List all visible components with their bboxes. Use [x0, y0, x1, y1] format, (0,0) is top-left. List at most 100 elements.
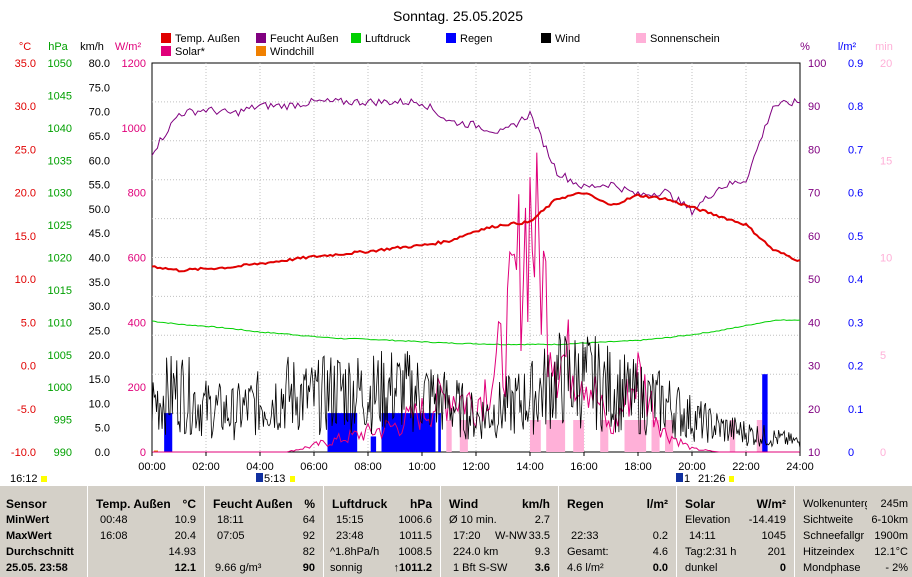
- solar-max-time: 14:11: [689, 530, 716, 542]
- tick-label-hum: 20: [808, 404, 820, 416]
- axes: 35.0 30.0 25.0 20.0 15.0 10.0 5.0 0.0 -5.0 -10.0 1…: [11, 58, 892, 459]
- rain-day-label: 4.6 l/m²: [567, 562, 604, 574]
- x-tick-label: 16:00: [570, 461, 598, 473]
- tick-label-hum: 10: [808, 447, 820, 459]
- tick-label-solar: 1000: [122, 123, 146, 135]
- temp-current-value: 12.1: [174, 562, 196, 574]
- tick-label-press: 1000: [48, 382, 72, 394]
- legend-label-temp: Temp. Außen: [175, 33, 240, 45]
- solar-avg-value: 201: [767, 546, 786, 558]
- tick-label-sun: 15: [880, 155, 892, 167]
- tick-label-press: 1050: [48, 58, 72, 70]
- wind-run-label: 224.0 km: [453, 546, 499, 558]
- press-header: Luftdruck: [332, 497, 388, 511]
- sunrise-icon: [256, 473, 263, 482]
- tick-label-wind: 60.0: [89, 155, 110, 167]
- legend-swatch-press: [351, 33, 361, 43]
- unit-temp: °C: [19, 41, 31, 53]
- rain-total-value: 4.6: [652, 546, 668, 558]
- tick-label-press: 1035: [48, 155, 72, 167]
- hum-min-time: 18:11: [217, 514, 244, 526]
- tick-label-press: 1010: [48, 317, 72, 329]
- unit-wind: km/h: [80, 41, 104, 53]
- temp-max-value: 20.4: [174, 530, 196, 542]
- cloudbase-value: 245m: [880, 498, 908, 510]
- sunshine-bar: [446, 420, 452, 452]
- col-solar: Solar W/m² Elevation -14.419 14:11 1045 …: [677, 486, 795, 577]
- temp-header: Temp. Außen: [96, 497, 171, 511]
- col-pressure: Luftdruck hPa 15:15 1006.6 23:48 1011.5 …: [324, 486, 441, 577]
- rain-unit: l/m²: [646, 497, 668, 511]
- plot-area: [151, 97, 801, 453]
- tick-label-temp: 30.0: [15, 101, 36, 113]
- col-extra: Wolkenuntergrenze 245m Sichtweite 6-10km…: [795, 486, 912, 577]
- tick-label-rain: 0.7: [848, 144, 863, 156]
- tick-label-wind: 55.0: [89, 180, 110, 192]
- press-current-value: ↑1011.2: [393, 562, 432, 574]
- temp-min-time: 00:48: [100, 514, 128, 526]
- heatindex-value: 12.1°C: [874, 546, 908, 558]
- tick-label-wind: 30.0: [89, 301, 110, 313]
- tick-label-solar: 0: [140, 447, 146, 459]
- hum-avg-value: 82: [302, 546, 315, 558]
- sunshine-bar: [624, 420, 647, 452]
- moon-icon: [676, 473, 683, 482]
- sunshine-bar: [459, 420, 468, 452]
- tick-label-solar: 1200: [122, 58, 146, 70]
- legend-swatch-windchill: [256, 46, 266, 56]
- tick-label-hum: 70: [808, 188, 820, 200]
- tick-label-press: 990: [54, 447, 72, 459]
- x-tick-label: 24:00: [786, 461, 814, 473]
- tick-label-wind: 25.0: [89, 325, 110, 337]
- col-sensor: Sensor MinWert MaxWert Durchschnitt 25.0…: [0, 486, 88, 577]
- legend-swatch-temp: [161, 33, 171, 43]
- x-tick-label: 08:00: [354, 461, 382, 473]
- humidity-line: [151, 97, 801, 217]
- tick-label-wind: 80.0: [89, 58, 110, 70]
- wind-unit: km/h: [521, 497, 550, 511]
- legend: Temp. Außen Feucht Außen Luftdruck Regen…: [161, 33, 720, 58]
- tick-label-temp: 15.0: [15, 231, 36, 243]
- hum-max-time: 07:05: [217, 530, 245, 542]
- sunshine-bar: [651, 420, 660, 452]
- tick-label-press: 995: [54, 415, 72, 427]
- hum-abs-label: 9.66 g/m³: [215, 562, 262, 574]
- visibility-value: 6-10km: [871, 514, 908, 526]
- legend-label-windchill: Windchill: [270, 46, 314, 58]
- legend-swatch-hum: [256, 33, 266, 43]
- solar-state-label: dunkel: [685, 562, 718, 574]
- press-min-time: 15:15: [336, 514, 364, 526]
- axis-units: °C hPa km/h W/m² % l/m² min: [19, 41, 893, 53]
- tick-label-rain: 0.5: [848, 231, 863, 243]
- temp-min-value: 10.9: [174, 514, 196, 526]
- pressure-line: [151, 319, 801, 346]
- tick-label-wind: 75.0: [89, 82, 110, 94]
- tick-label-sun: 0: [880, 447, 886, 459]
- sunshine-bar: [729, 420, 736, 452]
- hum-min-value: 64: [302, 514, 315, 526]
- col-wind: Wind km/h Ø 10 min. 2.7 17:20 W-NW 33.5 …: [441, 486, 559, 577]
- tick-label-rain: 0.4: [848, 274, 863, 286]
- solar-elevation-value: -14.419: [748, 514, 786, 526]
- tick-label-wind: 20.0: [89, 350, 110, 362]
- tick-label-hum: 100: [808, 58, 826, 70]
- stats-panel: Sensor MinWert MaxWert Durchschnitt 25.0…: [0, 486, 912, 577]
- tick-label-press: 1005: [48, 350, 72, 362]
- tick-label-hum: 40: [808, 317, 820, 329]
- unit-rain: l/m²: [838, 41, 857, 53]
- legend-swatch-wind: [541, 33, 551, 43]
- sunshine-bar: [573, 420, 584, 452]
- sunset-marker: [729, 476, 734, 482]
- sunshine-bar: [665, 420, 674, 452]
- moon-badge: 1: [684, 473, 690, 485]
- sunshine-bar: [530, 420, 541, 452]
- tick-label-sun: 20: [880, 58, 892, 70]
- col-humidity: Feucht Außen % 18:11 64 07:05 92 82 9.66…: [205, 486, 324, 577]
- tick-label-wind: 40.0: [89, 253, 110, 265]
- wind-max-dir: W-NW: [495, 530, 528, 542]
- row-max-label: MaxWert: [6, 530, 52, 542]
- temp-max-time: 16:08: [100, 530, 128, 542]
- unit-press: hPa: [48, 41, 68, 53]
- wind-max-time: 17:20: [453, 530, 481, 542]
- x-tick-label: 14:00: [516, 461, 544, 473]
